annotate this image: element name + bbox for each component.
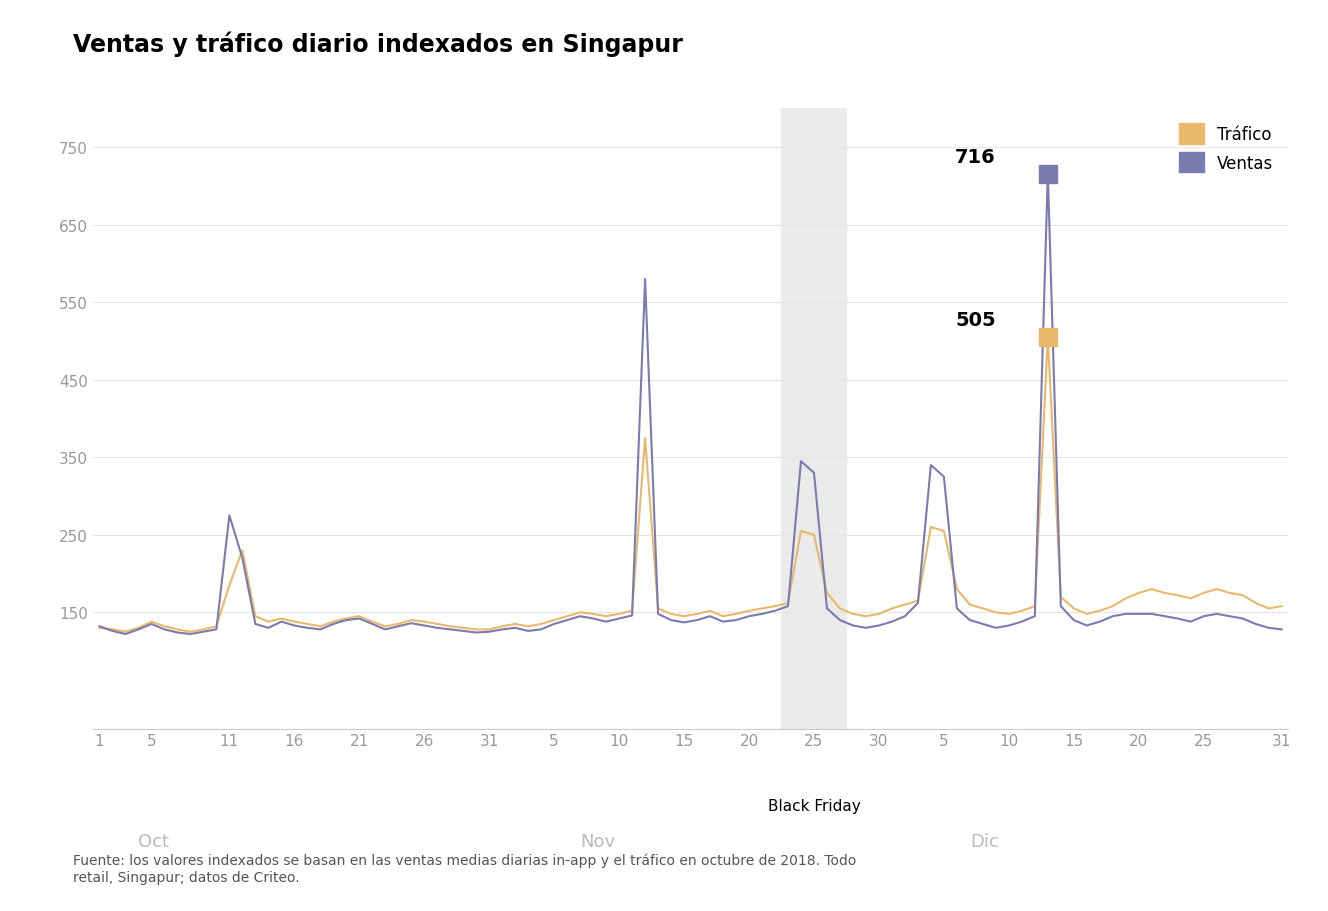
Text: Black Friday: Black Friday <box>768 798 861 814</box>
Text: Nov: Nov <box>580 833 615 851</box>
Text: 716: 716 <box>955 148 996 167</box>
Text: Fuente: los valores indexados se basan en las ventas medias diarias in-app y el : Fuente: los valores indexados se basan e… <box>73 853 857 884</box>
Text: Dic: Dic <box>969 833 999 851</box>
Text: Ventas y tráfico diario indexados en Singapur: Ventas y tráfico diario indexados en Sin… <box>73 32 683 57</box>
Bar <box>781 109 846 729</box>
Text: Oct: Oct <box>138 833 170 851</box>
Text: 505: 505 <box>955 311 996 330</box>
Legend: Tráfico, Ventas: Tráfico, Ventas <box>1171 118 1280 179</box>
